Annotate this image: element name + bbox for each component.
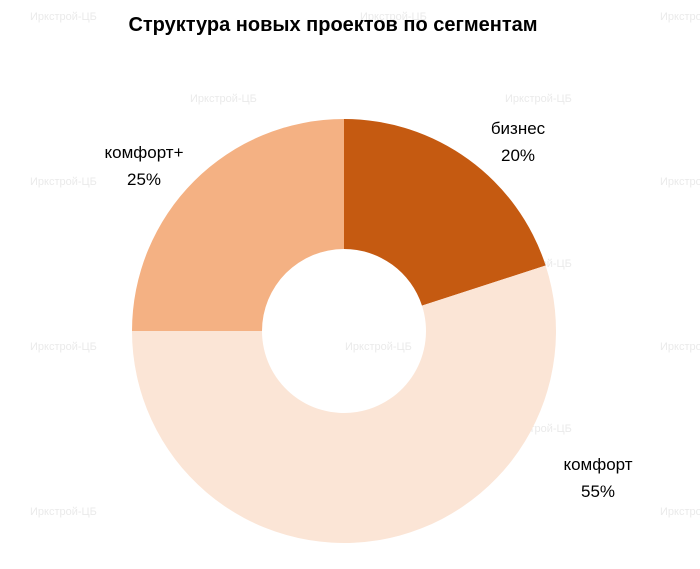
slice-value-label: 25%	[127, 170, 161, 189]
watermark-text: Иркстрой-ЦБ	[190, 93, 257, 105]
watermark-text: Иркстрой-ЦБ	[30, 341, 97, 353]
watermark-text: Иркстрой-ЦБ	[660, 176, 700, 188]
slice-value-label: 20%	[501, 146, 535, 165]
chart-title: Структура новых проектов по сегментам	[128, 14, 537, 36]
donut-slices	[132, 119, 556, 544]
watermark-text: Иркстрой-ЦБ	[660, 341, 700, 353]
slice-value-label: 55%	[581, 482, 615, 501]
watermark-text: Иркстрой-ЦБ	[345, 341, 412, 353]
watermark-text: Иркстрой-ЦБ	[30, 11, 97, 23]
watermark-text: Иркстрой-ЦБ	[660, 11, 700, 23]
slice-1	[344, 119, 546, 306]
watermark-text: Иркстрой-ЦБ	[30, 506, 97, 518]
slice-category-label: комфорт+	[104, 143, 183, 162]
slice-labels: бизнес 20% комфорт 55% комфорт+ 25%	[104, 119, 632, 501]
slice-3	[132, 119, 344, 331]
watermark-text: Иркстрой-ЦБ	[30, 176, 97, 188]
slice-category-label: бизнес	[491, 119, 546, 138]
watermark-text: Иркстрой-ЦБ	[660, 506, 700, 518]
slice-category-label: комфорт	[563, 455, 632, 474]
watermark-text: Иркстрой-ЦБ	[360, 11, 427, 23]
watermark-text: Иркстрой-ЦБ	[505, 93, 572, 105]
slice-2	[132, 265, 556, 544]
